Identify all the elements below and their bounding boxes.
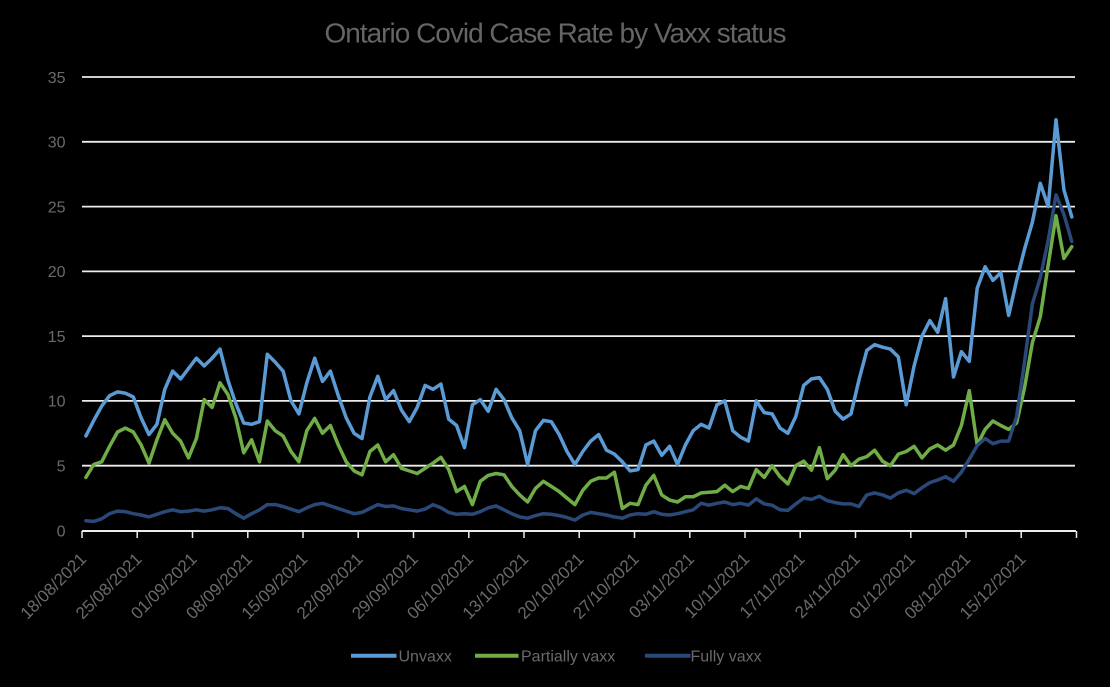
svg-text:25: 25	[48, 199, 66, 216]
svg-text:35: 35	[48, 70, 66, 87]
svg-text:Ontario Covid Case Rate by Vax: Ontario Covid Case Rate by Vaxx status	[324, 18, 785, 49]
svg-text:30: 30	[48, 135, 66, 152]
svg-text:0: 0	[57, 523, 66, 540]
svg-text:Unvaxx: Unvaxx	[399, 649, 452, 666]
svg-text:15: 15	[48, 329, 66, 346]
svg-text:Fully vaxx: Fully vaxx	[691, 649, 762, 666]
svg-text:5: 5	[57, 459, 66, 476]
svg-text:20: 20	[48, 264, 66, 281]
svg-text:Partially vaxx: Partially vaxx	[521, 649, 615, 666]
svg-text:10: 10	[48, 394, 66, 411]
